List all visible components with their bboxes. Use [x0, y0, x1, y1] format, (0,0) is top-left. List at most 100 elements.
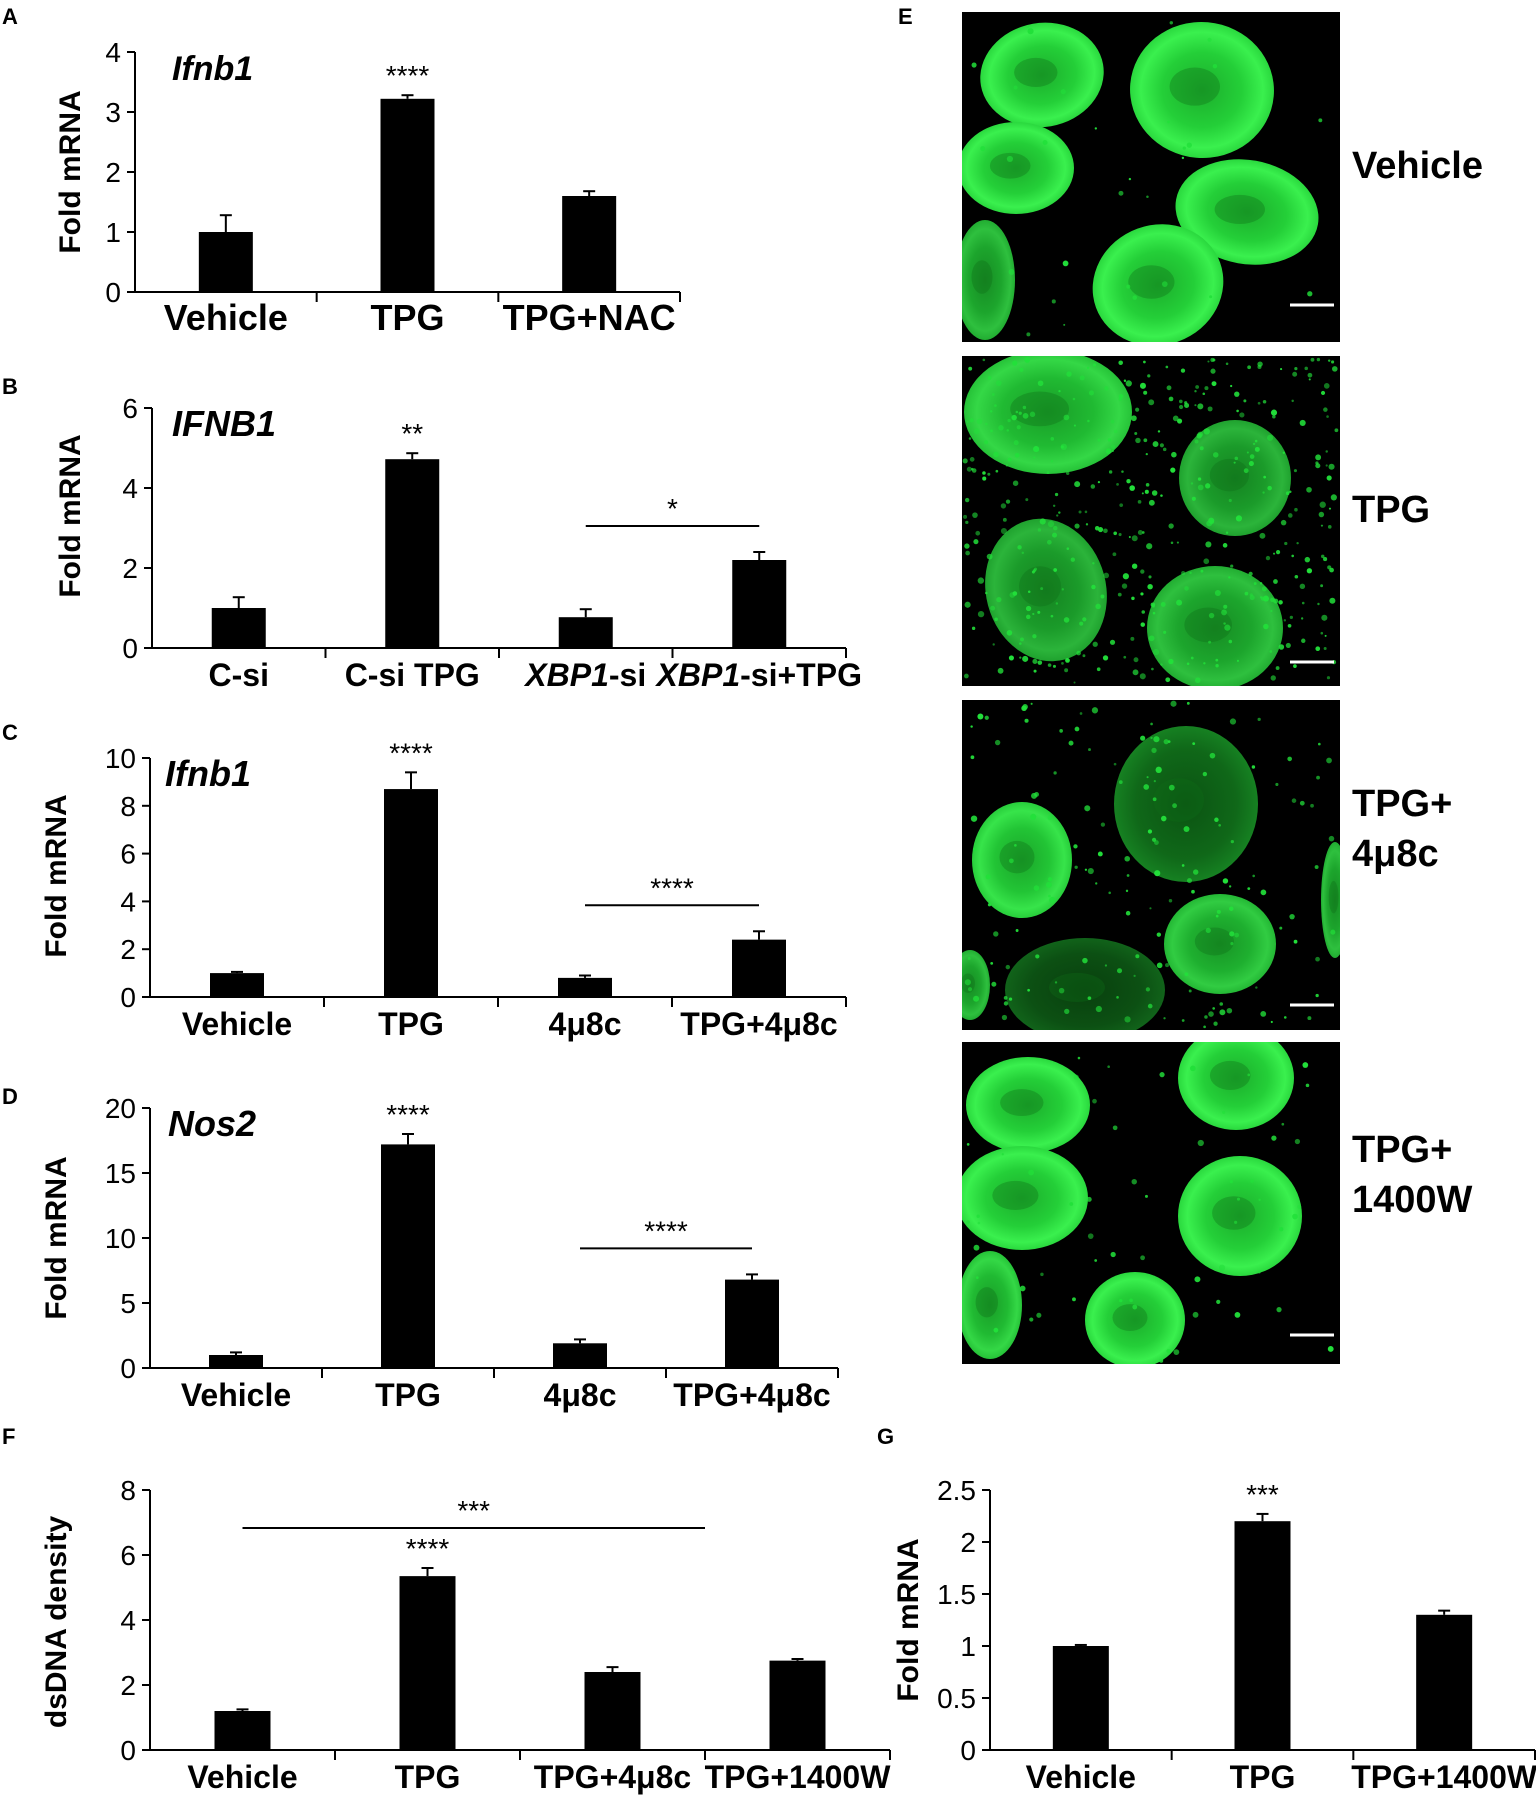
bar — [385, 459, 440, 648]
significance-stars: **** — [386, 60, 430, 91]
y-tick-label: 2 — [120, 1670, 136, 1701]
significance-stars: **** — [406, 1533, 450, 1564]
panel-letter-f: F — [2, 1424, 15, 1449]
category-label: 4μ8c — [544, 1377, 617, 1413]
chart-panel-a: 0 1 2 3 4 Vehicle **** TPG TPG+NAC Ifnb1 Fold mRNA — [54, 37, 681, 338]
y-tick-label: 6 — [122, 393, 138, 424]
category-label: TPG — [375, 1377, 441, 1413]
significance-stars: **** — [386, 1099, 430, 1130]
y-tick-label: 1 — [105, 217, 121, 248]
bar — [732, 939, 786, 997]
nucleolus — [1328, 880, 1339, 914]
category-label: TPG — [1230, 1759, 1296, 1795]
nucleus — [1130, 21, 1274, 159]
nucleus — [1147, 566, 1283, 686]
y-axis-label: Fold mRNA — [54, 90, 87, 253]
nucleus — [1164, 894, 1276, 994]
bar — [399, 1576, 456, 1750]
category-label: Vehicle — [164, 297, 288, 338]
bar — [210, 973, 264, 997]
y-tick-label: 2 — [960, 1527, 976, 1558]
nucleus — [972, 802, 1072, 918]
bar — [384, 789, 438, 997]
y-axis-label: Fold mRNA — [40, 1156, 73, 1319]
nucleolus — [1209, 458, 1249, 492]
category-label: TPG+4μ8c — [673, 1377, 830, 1413]
chart-title: Ifnb1 — [172, 50, 253, 88]
category-label: 4μ8c — [549, 1006, 622, 1042]
category-label: Vehicle — [1026, 1759, 1136, 1795]
micrograph-tpg-4u8c — [962, 700, 1340, 1030]
category-label: TPG+4μ8c — [534, 1759, 691, 1795]
nucleolus — [1112, 1304, 1148, 1332]
chart-title: IFNB1 — [172, 403, 276, 444]
micrograph-tpg-1400w — [962, 1042, 1340, 1364]
y-tick-label: 0 — [120, 1353, 136, 1384]
chart-panel-b: 0 2 4 6 C-si ** C-si TPG XBP1-si XBP1-si+TPG * IFN… — [54, 393, 862, 693]
category-label: TPG+4μ8c — [680, 1006, 837, 1042]
nucleus — [966, 1057, 1090, 1153]
y-tick-label: 3 — [105, 97, 121, 128]
dna-speckles — [971, 21, 1323, 337]
bar — [381, 1144, 435, 1368]
significance-stars: ** — [401, 418, 423, 449]
y-axis-label: Fold mRNA — [892, 1538, 925, 1701]
nucleus — [1321, 842, 1340, 958]
nucleus — [964, 356, 1132, 474]
nucleus — [1178, 1156, 1302, 1276]
category-label: TPG — [395, 1759, 461, 1795]
nucleus — [1178, 1042, 1294, 1130]
bar — [732, 560, 787, 648]
significance-stars: *** — [1246, 1479, 1279, 1510]
bracket-stars: * — [667, 493, 678, 524]
chart-panel-g: 0 0.5 1 1.5 2 2.5 Vehicle *** TPG TPG+1400W Fold m… — [892, 1475, 1536, 1795]
y-tick-label: 4 — [120, 886, 136, 917]
y-tick-label: 10 — [105, 743, 136, 774]
bracket-stars: *** — [457, 1495, 490, 1526]
nucleus — [962, 122, 1074, 214]
nucleolus — [1000, 1089, 1044, 1117]
panel-letter-b: B — [2, 374, 18, 399]
y-tick-label: 4 — [120, 1605, 136, 1636]
micrograph-label-tpg-4u8c: TPG+ 4μ8c — [1352, 783, 1463, 875]
y-tick-label: 4 — [122, 473, 138, 504]
y-tick-label: 8 — [120, 791, 136, 822]
y-tick-label: 2 — [122, 553, 138, 584]
y-tick-label: 0 — [105, 277, 121, 308]
bar — [769, 1660, 826, 1750]
y-tick-label: 0 — [960, 1735, 976, 1766]
bar — [725, 1279, 779, 1368]
y-tick-label: 0 — [120, 982, 136, 1013]
nucleus — [962, 1146, 1088, 1250]
chart-title: Ifnb1 — [165, 753, 251, 794]
nucleus — [1175, 159, 1319, 265]
bar — [562, 196, 617, 292]
dna-speckles — [962, 357, 1339, 684]
nucleolus — [989, 152, 1031, 179]
chart-panel-c: 0 2 4 6 8 10 Vehicle **** TPG 4μ8c TPG+4μ8c **** Ifn… — [40, 737, 847, 1042]
micrograph-vehicle — [962, 12, 1340, 342]
y-tick-label: 0.5 — [937, 1683, 976, 1714]
micrograph-label-tpg: TPG — [1352, 489, 1430, 531]
y-tick-label: 2 — [120, 934, 136, 965]
micrograph-label-tpg-1400w: TPG+ 1400W — [1352, 1129, 1473, 1221]
y-tick-label: 2.5 — [937, 1475, 976, 1506]
nucleolus — [1214, 194, 1266, 224]
chart-title: Nos2 — [168, 1103, 256, 1144]
nucleus — [985, 518, 1107, 662]
bar — [558, 617, 613, 648]
category-label: XBP1-si+TPG — [655, 657, 862, 693]
nucleolus — [971, 260, 993, 294]
nucleolus — [975, 1287, 998, 1318]
nucleus — [1092, 224, 1224, 342]
nucleolus — [1184, 607, 1232, 643]
nucleus — [980, 22, 1104, 128]
panel-letter-a: A — [2, 4, 18, 29]
bar — [558, 977, 612, 997]
y-tick-label: 0 — [120, 1735, 136, 1766]
nucleolus — [992, 1180, 1039, 1210]
y-tick-label: 1 — [960, 1631, 976, 1662]
nucleus — [962, 950, 990, 1020]
bar — [211, 608, 266, 648]
